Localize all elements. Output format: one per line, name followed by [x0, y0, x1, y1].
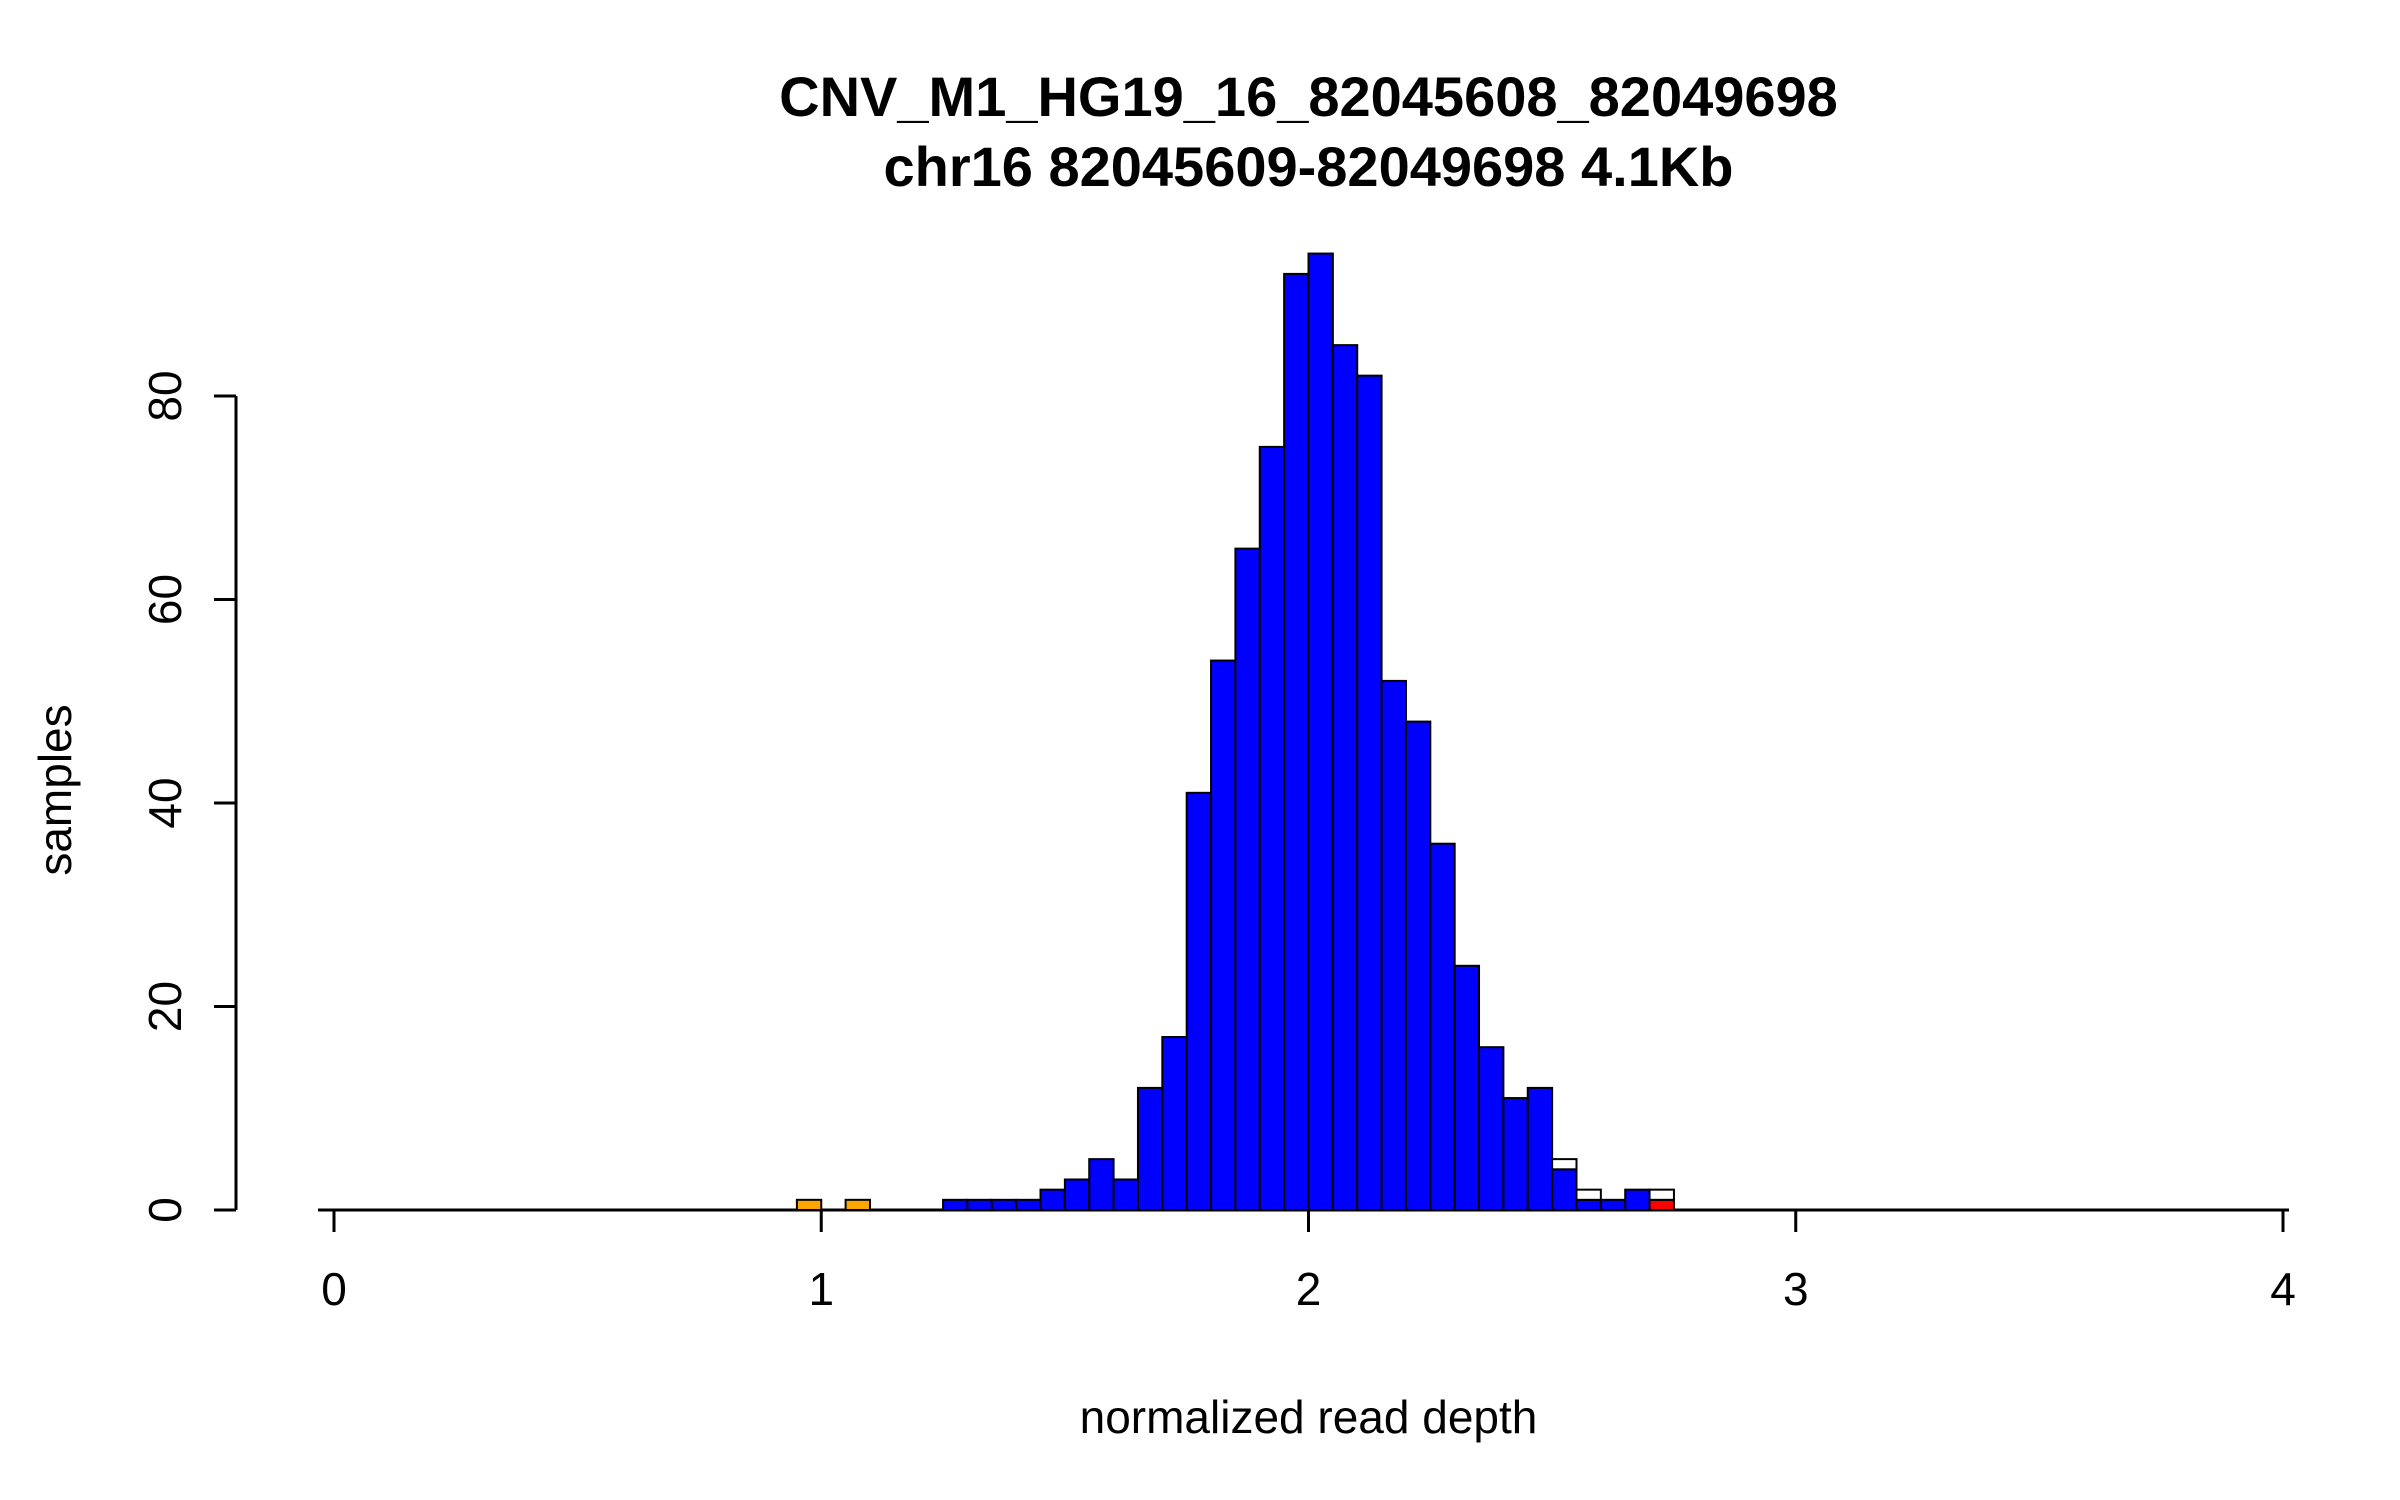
histogram-bar-blue [1307, 252, 1334, 1212]
histogram-bar-blue [1258, 445, 1286, 1211]
histogram-bar-blue [1502, 1097, 1529, 1211]
y-tick-label: 60 [139, 574, 191, 625]
y-tick-label: 0 [139, 1197, 191, 1223]
histogram-bar-blue [1624, 1188, 1651, 1212]
histogram-bar-blue [1234, 547, 1261, 1211]
histogram-bar-blue [1478, 1046, 1505, 1211]
x-tick-label: 2 [1296, 1263, 1322, 1315]
title-block: CNV_M1_HG19_16_82045608_82049698 chr16 8… [334, 62, 2283, 202]
histogram-bar-white [1551, 1158, 1578, 1171]
histogram-bar-white [1648, 1188, 1675, 1201]
histogram-bar-orange [795, 1198, 823, 1211]
x-tick-label: 1 [808, 1263, 834, 1315]
histogram-bar-blue [942, 1198, 969, 1211]
histogram-bar-blue [1063, 1178, 1091, 1211]
histogram-bar-blue [1575, 1198, 1602, 1211]
histogram-bar-blue [1380, 679, 1407, 1211]
histogram-bar-blue [1210, 659, 1237, 1211]
y-axis-label: samples [29, 704, 81, 876]
x-axis-label: normalized read depth [1079, 1391, 1538, 1443]
histogram-bar-blue [990, 1198, 1018, 1211]
chart-title: CNV_M1_HG19_16_82045608_82049698 [779, 65, 1838, 128]
y-tick-label: 20 [139, 981, 191, 1032]
histogram-bar-blue [1429, 842, 1456, 1211]
histogram-bar-blue [1599, 1198, 1627, 1211]
histogram-bar-red [1648, 1198, 1675, 1211]
histogram-bar-blue [1551, 1168, 1578, 1212]
x-tick-label: 4 [2270, 1263, 2296, 1315]
histogram-bar-blue [1136, 1086, 1164, 1212]
y-tick-label: 80 [139, 370, 191, 421]
histogram-bar-blue [1088, 1158, 1115, 1211]
histogram-bar-blue [1331, 344, 1359, 1211]
histogram-bar-blue [1404, 720, 1432, 1211]
chart-subtitle: chr16 82045609-82049698 4.1Kb [883, 135, 1734, 198]
histogram-bar-blue [966, 1198, 993, 1211]
x-tick-label: 0 [321, 1263, 347, 1315]
histogram-bar-blue [1356, 374, 1383, 1211]
histogram-bar-blue [1526, 1086, 1554, 1212]
histogram-bar-white [1575, 1188, 1602, 1201]
y-tick-label: 40 [139, 777, 191, 828]
histogram-bar-blue [1283, 272, 1310, 1211]
x-tick-label: 3 [1783, 1263, 1809, 1315]
histogram-bar-blue [1453, 964, 1481, 1211]
histogram-bar-blue [1039, 1188, 1066, 1212]
histogram-bar-blue [1015, 1198, 1042, 1211]
histogram-bar-blue [1112, 1178, 1139, 1211]
histogram-bar-blue [1185, 791, 1213, 1211]
histogram-bar-blue [1161, 1036, 1188, 1212]
histogram-bar-orange [844, 1198, 871, 1211]
